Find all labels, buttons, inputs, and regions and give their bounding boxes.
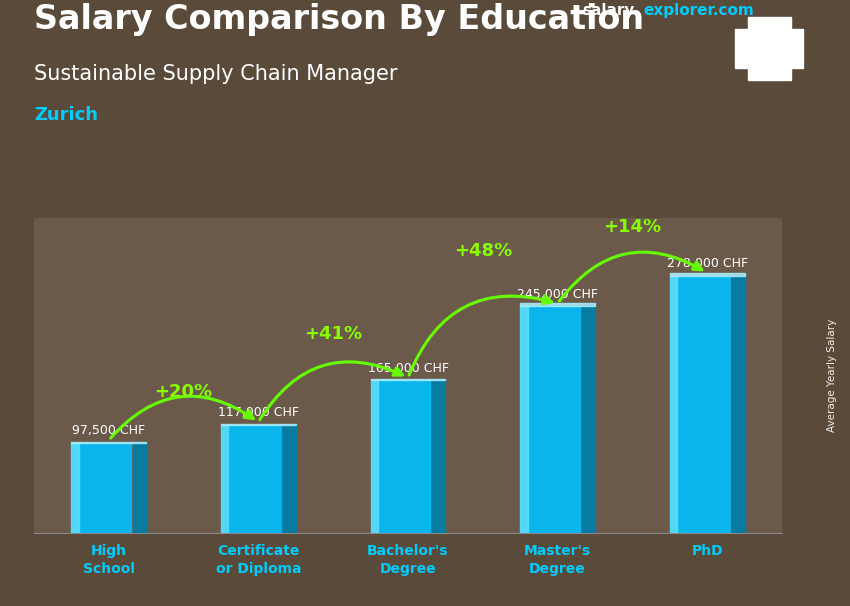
Bar bbox=[520, 306, 528, 533]
Bar bbox=[731, 276, 745, 533]
Text: +20%: +20% bbox=[155, 384, 212, 401]
Text: 278,000 CHF: 278,000 CHF bbox=[666, 257, 748, 270]
Bar bbox=[71, 443, 79, 533]
Text: Salary Comparison By Education: Salary Comparison By Education bbox=[34, 3, 644, 36]
Bar bbox=[227, 425, 280, 533]
Text: 97,500 CHF: 97,500 CHF bbox=[72, 424, 145, 438]
Bar bbox=[282, 425, 296, 533]
Text: explorer.com: explorer.com bbox=[643, 3, 754, 18]
Bar bbox=[526, 306, 580, 533]
Bar bbox=[670, 273, 745, 276]
Bar bbox=[71, 442, 146, 443]
Bar bbox=[371, 379, 445, 381]
Bar bbox=[221, 424, 296, 425]
Bar bbox=[221, 425, 229, 533]
Bar bbox=[77, 443, 131, 533]
Text: Sustainable Supply Chain Manager: Sustainable Supply Chain Manager bbox=[34, 64, 398, 84]
Bar bbox=[748, 17, 790, 80]
Bar bbox=[133, 443, 146, 533]
Text: +41%: +41% bbox=[304, 325, 362, 343]
Bar bbox=[670, 276, 677, 533]
Bar bbox=[520, 304, 595, 306]
Bar bbox=[371, 381, 378, 533]
Bar bbox=[581, 306, 595, 533]
Bar bbox=[735, 28, 803, 68]
Text: 245,000 CHF: 245,000 CHF bbox=[517, 288, 598, 301]
Text: 165,000 CHF: 165,000 CHF bbox=[367, 362, 449, 375]
Text: +48%: +48% bbox=[454, 242, 512, 259]
Text: Average Yearly Salary: Average Yearly Salary bbox=[827, 319, 837, 432]
Text: salary: salary bbox=[582, 3, 635, 18]
Text: Zurich: Zurich bbox=[34, 106, 98, 124]
Bar bbox=[676, 276, 729, 533]
Text: +14%: +14% bbox=[604, 218, 661, 236]
Bar bbox=[377, 381, 430, 533]
Bar bbox=[432, 381, 445, 533]
Text: 117,000 CHF: 117,000 CHF bbox=[218, 406, 299, 419]
